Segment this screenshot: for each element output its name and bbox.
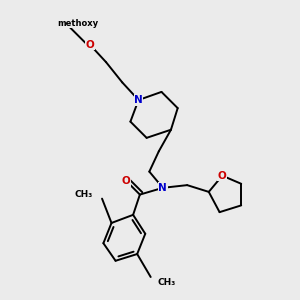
- Text: O: O: [85, 40, 94, 50]
- Text: N: N: [134, 95, 143, 105]
- Text: CH₃: CH₃: [74, 190, 93, 199]
- Text: N: N: [158, 183, 167, 193]
- Text: O: O: [218, 171, 227, 181]
- Text: methoxy: methoxy: [58, 19, 99, 28]
- Text: CH₃: CH₃: [158, 278, 176, 287]
- Text: O: O: [122, 176, 131, 186]
